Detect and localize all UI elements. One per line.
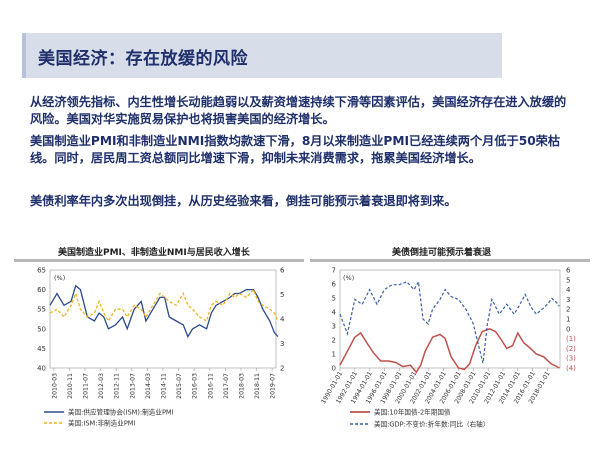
y-right-tick-label: 2 xyxy=(280,365,284,373)
y-left-tick-label: 55 xyxy=(37,306,46,314)
slide-title: 美国经济：存在放缓的风险 xyxy=(38,49,248,69)
y-right-tick-label: 5 xyxy=(280,291,284,299)
x-tick-label: 2014-03 xyxy=(145,373,152,399)
y-right-tick-label: 6 xyxy=(280,267,285,275)
y-right-tick-label: 4 xyxy=(280,316,285,324)
y-left-tick-label: 65 xyxy=(37,267,46,275)
x-tick-label: 2017-07 xyxy=(223,373,230,399)
y-left-tick-label: 40 xyxy=(37,365,46,373)
y-right-tick-label: 2 xyxy=(566,306,570,314)
paragraph-pmi-wages: 美国制造业PMI和非制造业NMI指数均款速下滑，8月以来制造业PMI已经连续两个… xyxy=(30,134,561,165)
y-left-tick-label: 50 xyxy=(37,325,46,333)
slide-title-bar: 美国经济：存在放缓的风险 xyxy=(22,33,502,78)
y-right-tick-label: (4) xyxy=(566,365,576,373)
chart-title-pmi: 美国制造业PMI、非制造业NMI与居民收入增长 xyxy=(58,248,250,258)
x-tick-label: 2016-03 xyxy=(192,373,199,399)
y-axis-unit: (%) xyxy=(54,274,65,282)
y-left-tick-label: 6 xyxy=(332,281,337,289)
x-tick-label: 2015-07 xyxy=(176,373,183,399)
series-line-spread xyxy=(339,327,560,374)
paragraph-economic-risk: 从经济领先指标、内生性增长动能趋弱以及薪资增速持续下滑等因素评估，美国经济存在进… xyxy=(30,95,567,126)
x-tick-label: 2018-03 xyxy=(238,373,245,399)
y-right-tick-label: (1) xyxy=(566,335,576,343)
y-right-tick-label: 3 xyxy=(566,296,570,304)
yield-chart-panel: (%) 7 6 5 4 3 2 1 0 6 5 4 3 2 1 0 (1) (2) (3) (4) 1990-01-01… xyxy=(310,259,590,440)
y-left-tick-label: 2 xyxy=(332,337,336,345)
y-right-tick-label: 3 xyxy=(280,340,284,348)
x-tick-label: 2013-07 xyxy=(129,373,136,399)
x-tick-label: 2010-11 xyxy=(67,373,74,399)
x-tick-label: 2012-03 xyxy=(98,373,105,399)
x-tick-label: 2018-11 xyxy=(254,373,261,399)
legend-label: 美国:供应管理协会(ISM):制造业PMI xyxy=(68,408,174,417)
y-right-tick-label: 4 xyxy=(566,286,571,294)
pmi-chart-panel: (%) 65 60 55 50 45 40 6 5 4 3 2 2010-03 2010-11 2011-0… xyxy=(14,259,304,440)
legend-label: 美国:GDP:不变价:折年数:同比（右轴） xyxy=(374,420,489,429)
y-right-tick-label: (3) xyxy=(566,355,576,363)
y-left-tick-label: 7 xyxy=(332,267,336,275)
paragraph-yield-inversion: 美债利率年内多次出现倒挂，从历史经验来看，倒挂可能预示着衰退即将到来。 xyxy=(30,194,457,208)
y-right-tick-label: (2) xyxy=(566,345,576,353)
y-left-tick-label: 45 xyxy=(37,345,46,353)
x-tick-label: 2012-11 xyxy=(114,373,121,399)
x-tick-label: 2016-11 xyxy=(207,373,214,399)
x-tick-label: 2014-11 xyxy=(161,373,168,399)
y-axis-unit: (%) xyxy=(343,274,354,282)
x-tick-label: 2019-07 xyxy=(270,373,277,399)
y-left-tick-label: 4 xyxy=(332,309,337,317)
y-right-tick-label: 5 xyxy=(566,276,570,284)
y-left-tick-label: 3 xyxy=(332,323,336,331)
plot-frame xyxy=(339,269,561,369)
y-left-tick-label: 0 xyxy=(332,365,336,373)
y-left-tick-label: 60 xyxy=(37,286,46,294)
series-line-2 xyxy=(49,288,279,323)
x-tick-label: 2010-03 xyxy=(51,373,58,399)
series-line-1 xyxy=(49,284,279,339)
y-right-tick-label: 6 xyxy=(566,267,571,275)
plot-frame xyxy=(49,269,277,369)
x-tick-label: 2011-07 xyxy=(83,373,90,399)
y-left-tick-label: 1 xyxy=(332,351,336,359)
legend-label: 美国:10年国债-2年期国债 xyxy=(374,408,451,417)
y-right-tick-label: 0 xyxy=(566,325,570,333)
chart-title-yield: 美债倒挂可能预示着衰退 xyxy=(392,248,492,258)
y-right-tick-label: 1 xyxy=(566,316,570,324)
legend-label: 美国:ISM:非制造业PMI xyxy=(68,419,135,428)
y-left-tick-label: 5 xyxy=(332,295,336,303)
yield-chart: (%)765432106543210(1)(2)(3)(4)1990-01-01… xyxy=(320,267,576,429)
